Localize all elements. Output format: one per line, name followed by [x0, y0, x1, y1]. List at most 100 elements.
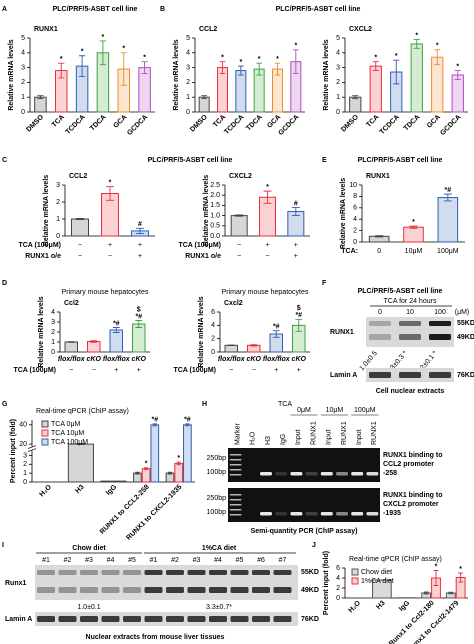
- y-tick-label: 2: [21, 79, 25, 86]
- gel-band: [252, 587, 270, 593]
- significance-mark: *: [109, 180, 112, 187]
- lane-label: #5: [128, 557, 136, 564]
- x-tick-label: TDCA: [245, 114, 264, 133]
- lane-label: Input: [356, 429, 363, 445]
- panel-subtitle: PLC/PRF/5-ASBT cell line: [358, 157, 443, 164]
- gel-band: [80, 587, 98, 593]
- dose-label: 0: [378, 309, 382, 316]
- bar: [109, 329, 123, 353]
- bar: [71, 218, 89, 237]
- gel-band: [369, 334, 391, 340]
- significance-mark: $: [137, 306, 141, 313]
- error-bar: [443, 193, 452, 202]
- y-axis-label: Relative mRNA levels: [8, 39, 15, 110]
- error-bar: [90, 340, 98, 343]
- y-tick-label: 0: [211, 349, 215, 356]
- y-tick-label: 0.5: [210, 223, 220, 230]
- error-bar: [433, 570, 439, 586]
- error-bar: [458, 572, 464, 583]
- lane-label: H₂O: [250, 431, 257, 445]
- error-bar: [372, 61, 379, 72]
- y-axis-label: Relative mRNA levels: [203, 175, 210, 246]
- gel-band: [275, 472, 288, 476]
- error-bar: [167, 471, 173, 475]
- x-tick-label: cKO: [87, 356, 102, 363]
- significance-mark: *: [60, 56, 63, 63]
- error-bar: [135, 471, 140, 475]
- lane-label: #6: [257, 557, 265, 564]
- y-tick-label: 4: [186, 50, 190, 57]
- significance-mark: *#: [151, 417, 158, 424]
- row-value: −: [237, 253, 241, 260]
- gel-band: [230, 587, 249, 593]
- chart-title: CXCL2: [349, 26, 372, 33]
- legend-label: TCA 0μM: [51, 421, 80, 428]
- gel-band: [229, 509, 242, 511]
- significance-mark: *: [415, 32, 418, 39]
- dose-unit: (μM): [455, 309, 470, 316]
- gel-band: [58, 570, 77, 575]
- row-value: +: [137, 367, 141, 374]
- significance-mark: *: [374, 55, 377, 62]
- quant-label: 3.3±0.7*: [206, 604, 232, 611]
- significance-mark: *#: [295, 312, 302, 319]
- y-tick-label: 2.5: [210, 182, 220, 189]
- x-tick-label: DMSO: [340, 113, 360, 133]
- gel-caption: CXCL2 promoter: [383, 501, 439, 508]
- size-label: 55KD: [301, 569, 319, 576]
- error-bar: [434, 49, 441, 66]
- lane-label: #7: [279, 557, 287, 564]
- error-bar: [136, 227, 144, 234]
- gel-band: [229, 514, 242, 516]
- row-value: +: [294, 253, 298, 260]
- significance-mark: *: [258, 56, 261, 63]
- size-label: 76KD: [301, 616, 319, 623]
- row-label: TCA (100μM): [178, 242, 221, 249]
- error-bar: [219, 61, 226, 74]
- gel-band: [209, 570, 227, 575]
- y-axis-label: Relative mRNA levels: [340, 178, 347, 249]
- gel-band: [369, 321, 391, 326]
- legend-swatch: [41, 429, 49, 437]
- row-label: RUNX1 o/e: [25, 253, 61, 260]
- dose-label: 100: [434, 309, 446, 316]
- y-tick-label: 4: [353, 216, 357, 223]
- blot-caption: Cell nuclear extracts: [376, 388, 445, 395]
- y-tick-label: 10: [349, 182, 357, 189]
- error-bar: [201, 95, 207, 100]
- y-tick-label: 0: [56, 233, 60, 240]
- gel-band: [123, 616, 141, 622]
- error-bar: [78, 55, 86, 77]
- y-tick-label: 5: [21, 35, 25, 42]
- bar: [253, 68, 265, 113]
- lane-label: #4: [214, 557, 222, 564]
- error-bar: [76, 443, 85, 446]
- gel-band: [144, 570, 163, 575]
- gel-band: [229, 504, 242, 506]
- error-bar: [37, 95, 44, 100]
- gel-band: [101, 570, 120, 575]
- gel-band: [209, 587, 227, 593]
- significance-mark: *#: [445, 187, 452, 194]
- bar: [183, 424, 192, 483]
- chart-title: CCL2: [199, 26, 217, 33]
- panel-subtitle: PLC/PRF/5-ASBT cell line: [358, 288, 443, 295]
- gel-band: [320, 512, 333, 516]
- x-tick-label: TCA: [51, 114, 66, 129]
- axis-break: [28, 446, 36, 451]
- y-tick-label: 0: [23, 479, 27, 486]
- x-tick-label: cKO: [132, 356, 147, 363]
- row-value: +: [114, 367, 118, 374]
- bar: [87, 341, 101, 353]
- chart-title: CXCL2: [229, 173, 252, 180]
- size-label: 76KD: [457, 372, 474, 379]
- gel-band: [351, 512, 364, 516]
- bar: [431, 56, 444, 113]
- y-tick-label: 2: [23, 461, 27, 468]
- significance-mark: *: [143, 55, 146, 62]
- error-bar: [448, 591, 454, 595]
- y-tick-label: 1: [336, 94, 340, 101]
- gel-band: [229, 499, 242, 501]
- x-tick-label: flox/flox: [58, 356, 86, 363]
- size-label: 55KD: [457, 320, 474, 327]
